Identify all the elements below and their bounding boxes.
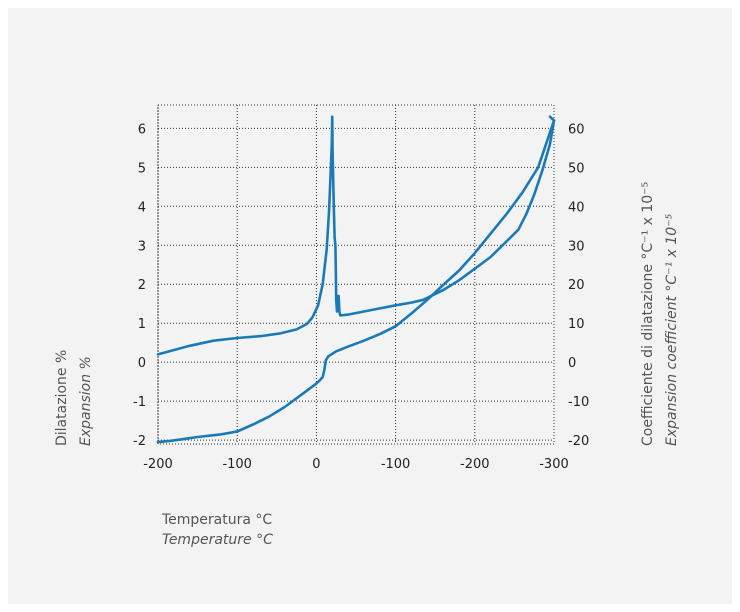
y-right-tick-label: -20	[568, 434, 589, 449]
y-left-tick-label: 6	[138, 122, 146, 137]
y-left-axis-label-en: Expansion %	[78, 356, 94, 446]
x-tick-label: -300	[539, 457, 569, 472]
y-left-tick-label: -1	[133, 395, 146, 410]
series-line-2	[156, 119, 556, 444]
y-left-tick-label: -2	[133, 434, 146, 449]
y-left-tick-label: 5	[138, 161, 146, 176]
grid	[157, 104, 555, 445]
y-right-axis-label-en: Expansion coefficient °C⁻¹ x 10⁻⁵	[664, 213, 680, 446]
chart-card: -200 -100 0 -100 -200 -300 6 60 5 50 4 40 3 30 2 20 1 10 0…	[8, 8, 732, 604]
x-tick-label: -200	[143, 457, 173, 472]
series-line-1	[156, 115, 556, 356]
y-left-tick-label: 3	[138, 239, 146, 254]
series-lines	[156, 115, 556, 444]
y-right-tick-label: 30	[568, 239, 585, 254]
y-left-tick-label: 2	[138, 278, 146, 293]
x-axis-label-en: Temperature °C	[162, 532, 273, 548]
x-axis-label: Temperatura °C	[162, 512, 273, 528]
x-tick-label: -100	[381, 457, 411, 472]
x-tick-label: -100	[222, 457, 252, 472]
y-right-tick-label: -10	[568, 395, 589, 410]
y-right-tick-label: 0	[568, 356, 576, 371]
y-right-tick-label: 60	[568, 122, 585, 137]
y-right-tick-label: 20	[568, 278, 585, 293]
y-right-tick-label: 50	[568, 161, 585, 176]
y-left-tick-label: 1	[138, 317, 146, 332]
y-right-axis-label: Coefficiente di dilatazione °C⁻¹ x 10⁻⁵	[640, 181, 656, 446]
x-tick-label: 0	[312, 457, 320, 472]
y-right-tick-label: 10	[568, 317, 585, 332]
y-right-tick-label: 40	[568, 200, 585, 215]
y-left-tick-label: 0	[138, 356, 146, 371]
y-left-axis-label: Dilatazione %	[54, 349, 70, 446]
x-tick-label: -200	[460, 457, 490, 472]
y-left-tick-label: 4	[138, 200, 146, 215]
plot-frame	[157, 104, 555, 445]
